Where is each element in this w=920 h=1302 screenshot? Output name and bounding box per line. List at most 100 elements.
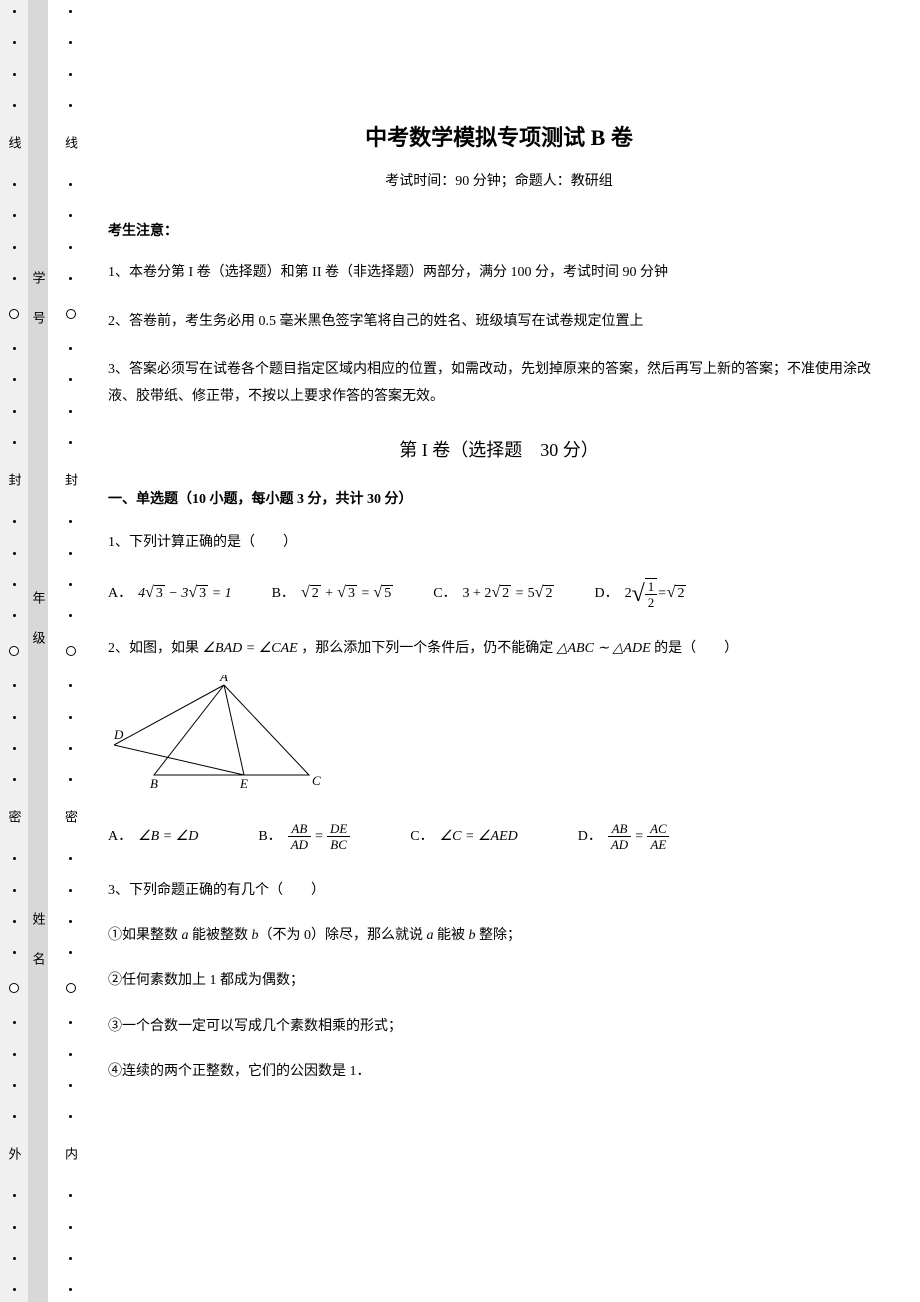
coef: 4 xyxy=(138,586,145,601)
q3-s3: ③一个合数一定可以写成几个素数相乘的形式； xyxy=(108,1014,890,1039)
dot xyxy=(13,10,16,13)
q3-s4: ④连续的两个正整数，它们的公因数是 1． xyxy=(108,1059,890,1084)
field-student-id: 学 号 xyxy=(29,271,48,330)
q2-stem: 2、如图，如果 ∠BAD = ∠CAE ，那么添加下列一个条件后，仍不能确定 △… xyxy=(108,636,890,661)
dot xyxy=(69,10,72,13)
radicand: 2 xyxy=(675,585,686,601)
numerator: AB xyxy=(288,821,310,836)
math-expr: 2√12 = √2 xyxy=(625,578,687,610)
angle-expr: ∠BAD = ∠CAE xyxy=(203,641,298,656)
dot xyxy=(69,378,72,381)
math-expr: ∠B = ∠D xyxy=(138,824,198,849)
opt-label: A． xyxy=(108,824,132,849)
dot xyxy=(13,104,16,107)
dot xyxy=(69,778,72,781)
math-expr: ABAD = DEBC xyxy=(288,821,351,852)
dot xyxy=(69,1115,72,1118)
outer-label-out: 外 xyxy=(5,1147,24,1166)
dot xyxy=(13,778,16,781)
radicand: 2 xyxy=(310,585,321,601)
dot xyxy=(69,614,72,617)
denominator: 2 xyxy=(645,594,658,610)
radicand: 2 xyxy=(543,585,554,601)
numerator: AB xyxy=(609,821,631,836)
q1-opt-a: A． 4√3 − 3√3 = 1 xyxy=(108,581,232,606)
dot xyxy=(13,246,16,249)
q2-diagram: A B C D E xyxy=(114,675,890,799)
line-ae xyxy=(224,685,244,775)
pt-b: B xyxy=(150,776,158,790)
field-grade: 年 级 xyxy=(29,591,48,650)
page-title: 中考数学模拟专项测试 B 卷 xyxy=(108,120,890,152)
dot xyxy=(13,1084,16,1087)
q3-s2: ②任何素数加上 1 都成为偶数； xyxy=(108,968,890,993)
var: b xyxy=(252,928,259,943)
opt-label: C． xyxy=(433,581,456,606)
dot xyxy=(13,1115,16,1118)
dot xyxy=(69,1288,72,1291)
circle-marker xyxy=(66,646,76,656)
dot xyxy=(13,614,16,617)
dot xyxy=(13,747,16,750)
coef: 3 xyxy=(181,586,188,601)
q1-stem: 1、下列计算正确的是（ ） xyxy=(108,530,890,555)
dot xyxy=(69,857,72,860)
dot xyxy=(69,277,72,280)
radicand: 5 xyxy=(382,585,393,601)
denominator: AD xyxy=(608,836,631,852)
text: 整除； xyxy=(476,928,522,943)
dot xyxy=(69,1257,72,1260)
notice-2: 2、答卷前，考生务必用 0.5 毫米黑色签字笔将自己的姓名、班级填写在试卷规定位… xyxy=(108,309,890,336)
dot xyxy=(69,441,72,444)
coef: 2 xyxy=(625,581,632,606)
group-1-head: 一、单选题（10 小题，每小题 3 分，共计 30 分） xyxy=(108,488,890,508)
q3-stem: 3、下列命题正确的有几个（ ） xyxy=(108,878,890,903)
question-2: 2、如图，如果 ∠BAD = ∠CAE ，那么添加下列一个条件后，仍不能确定 △… xyxy=(108,636,890,852)
page-content: 中考数学模拟专项测试 B 卷 考试时间：90 分钟；命题人：教研组 考生注意： … xyxy=(100,0,910,1130)
line-ad xyxy=(114,685,224,745)
pt-c: C xyxy=(312,773,321,788)
dot xyxy=(13,1288,16,1291)
page-subtitle: 考试时间：90 分钟；命题人：教研组 xyxy=(108,170,890,190)
mid-label-line: 线 xyxy=(61,136,80,155)
math-expr: 4√3 − 3√3 = 1 xyxy=(138,581,231,606)
dot xyxy=(13,347,16,350)
dot xyxy=(13,214,16,217)
denominator: AE xyxy=(647,836,669,852)
dot xyxy=(69,716,72,719)
dot xyxy=(13,716,16,719)
outer-label-line: 线 xyxy=(5,136,24,155)
text: ①如果整数 xyxy=(108,928,182,943)
opt-label: D． xyxy=(594,581,618,606)
q1-options: A． 4√3 − 3√3 = 1 B． √2 + √3 = √5 C． 3 + … xyxy=(108,578,890,610)
q2-opt-c: C． ∠C = ∠AED xyxy=(410,824,517,849)
numerator: DE xyxy=(327,821,350,836)
opt-label: B． xyxy=(272,581,295,606)
var: a xyxy=(182,928,189,943)
circle-marker xyxy=(9,983,19,993)
dot xyxy=(13,920,16,923)
dot xyxy=(69,552,72,555)
text: 2、如图，如果 xyxy=(108,641,203,656)
q1-opt-b: B． √2 + √3 = √5 xyxy=(272,581,394,606)
outer-label-secret: 密 xyxy=(5,810,24,829)
outer-label-seal: 封 xyxy=(5,473,24,492)
dot xyxy=(69,520,72,523)
dot xyxy=(13,183,16,186)
lhs: 3 + 2 xyxy=(463,586,492,601)
radicand: 2 xyxy=(500,585,511,601)
dot xyxy=(13,277,16,280)
math-expr: 3 + 2√2 = 5√2 xyxy=(463,581,555,606)
var: b xyxy=(469,928,476,943)
outer-margin-strip: 线 封 密 外 xyxy=(0,0,28,1302)
q2-opt-a: A． ∠B = ∠D xyxy=(108,824,198,849)
q3-s1: ①如果整数 a 能被整数 b（不为 0）除尽，那么就说 a 能被 b 整除； xyxy=(108,923,890,948)
circle-marker xyxy=(66,309,76,319)
mid-label-seal: 封 xyxy=(61,473,80,492)
opt-label: A． xyxy=(108,581,132,606)
numerator: 1 xyxy=(645,579,658,594)
opt-label: B． xyxy=(258,824,281,849)
section-1-head: 第 I 卷（选择题 30 分） xyxy=(108,436,890,462)
dot xyxy=(69,1084,72,1087)
circle-marker xyxy=(9,646,19,656)
